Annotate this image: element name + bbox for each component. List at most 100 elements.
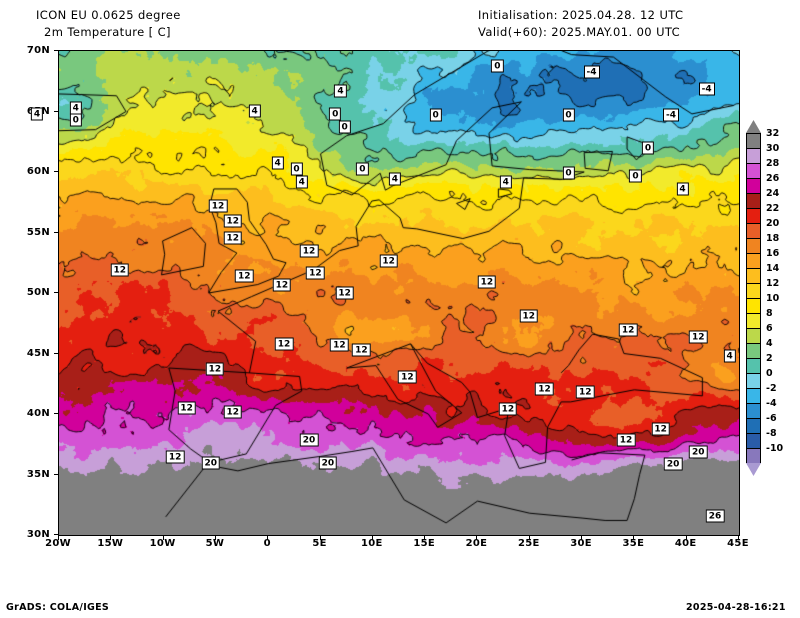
colorbar-band xyxy=(747,194,760,210)
lon-label: 30E xyxy=(570,538,592,549)
colorbar-top-arrow xyxy=(746,120,761,133)
colorbar-tick xyxy=(746,418,761,419)
contour-label: 12 xyxy=(477,275,497,289)
lon-tick xyxy=(581,535,583,540)
colorbar-tick xyxy=(746,268,761,269)
contour-label: 4 xyxy=(295,175,308,189)
contour-label: 0 xyxy=(641,141,655,155)
colorbar-tick xyxy=(746,388,761,389)
lon-label: 5W xyxy=(205,538,225,549)
lat-label: 30N xyxy=(26,529,50,540)
colorbar-band xyxy=(747,149,760,165)
contour-label: 12 xyxy=(330,338,349,352)
colorbar-band xyxy=(747,209,760,225)
colorbar-tick xyxy=(746,148,761,149)
colorbar-tick xyxy=(746,283,761,284)
contour-label: 12 xyxy=(306,266,325,280)
contour-label: -4 xyxy=(663,108,680,122)
colorbar-tick xyxy=(746,358,761,359)
colorbar-label: 0 xyxy=(766,368,773,379)
contour-label: 12 xyxy=(398,370,417,384)
colorbar-tick xyxy=(746,448,761,449)
lon-label: 20E xyxy=(465,538,488,549)
lon-tick xyxy=(319,535,321,540)
contour-label: 12 xyxy=(616,433,636,447)
contour-label: 12 xyxy=(223,214,242,228)
lat-tick xyxy=(54,473,59,475)
colorbar-tick xyxy=(746,238,761,239)
contour-label: 0 xyxy=(290,162,303,176)
grads-credit: GrADS: COLA/IGES xyxy=(6,602,110,613)
contour-label: 20 xyxy=(663,457,683,471)
lat-tick xyxy=(54,231,59,233)
contour-label: 4 xyxy=(676,182,689,196)
colorbar-tick xyxy=(746,373,761,374)
colorbar-band xyxy=(747,254,760,270)
contour-label: 20 xyxy=(318,456,338,470)
contour-label: 12 xyxy=(208,199,228,213)
contour-label: -4 xyxy=(698,82,715,96)
lon-tick xyxy=(214,535,216,540)
colorbar-label: 32 xyxy=(766,128,780,139)
lat-tick xyxy=(54,292,59,293)
contour-label: 4 xyxy=(388,172,401,186)
colorbar-band xyxy=(747,374,760,390)
contour-label: 4 xyxy=(271,156,284,170)
lat-label: 45N xyxy=(26,347,50,359)
lon-label: 0 xyxy=(263,538,271,549)
contour-label: 0 xyxy=(562,166,575,180)
colorbar-label: 14 xyxy=(766,263,780,274)
colorbar-band xyxy=(747,344,760,360)
lon-tick xyxy=(738,535,739,540)
contour-label: 12 xyxy=(575,385,595,399)
contour-label: 12 xyxy=(335,286,354,300)
temperature-map[interactable] xyxy=(58,50,740,536)
model-title: ICON EU 0.0625 degree xyxy=(36,8,181,22)
colorbar-label: 28 xyxy=(766,158,780,169)
colorbar-band xyxy=(747,359,760,375)
colorbar-band xyxy=(747,299,760,315)
colorbar-tick xyxy=(746,208,761,209)
colorbar-band xyxy=(747,389,760,405)
contour-label: 0 xyxy=(629,169,642,183)
lon-label: 10E xyxy=(361,538,383,549)
lon-label: 40E xyxy=(674,538,697,549)
colorbar-tick xyxy=(746,313,761,314)
lon-label: 45E xyxy=(727,538,749,549)
contour-label: 0 xyxy=(338,120,351,134)
colorbar-label: 16 xyxy=(766,248,780,259)
lat-tick xyxy=(54,50,59,51)
contour-label: 12 xyxy=(177,401,196,415)
lat-label: 55N xyxy=(26,226,50,238)
contour-label: 12 xyxy=(274,337,294,351)
lon-label: 25E xyxy=(517,538,540,549)
lat-tick xyxy=(54,352,59,354)
initialisation-label: Initialisation: 2025.04.28. 12 UTC xyxy=(478,8,684,22)
colorbar-tick xyxy=(746,163,761,164)
contour-label: 4 xyxy=(499,175,512,189)
colorbar-band xyxy=(747,449,760,465)
colorbar-tick xyxy=(746,343,761,344)
colorbar-band xyxy=(747,134,760,150)
lon-tick xyxy=(685,535,687,540)
contour-label: 12 xyxy=(688,330,708,344)
colorbar-label: 6 xyxy=(766,323,773,334)
lon-tick xyxy=(528,535,530,540)
contour-label: 0 xyxy=(429,108,442,122)
contour-label: 12 xyxy=(352,343,371,357)
contour-label: 12 xyxy=(535,382,554,396)
lat-label: 40N xyxy=(26,408,50,419)
variable-title: 2m Temperature [ C] xyxy=(44,25,171,39)
colorbar-tick xyxy=(746,433,761,434)
lon-tick xyxy=(424,535,426,540)
lat-label: 35N xyxy=(26,468,50,480)
lon-label: 15W xyxy=(97,538,124,549)
colorbar-label: 12 xyxy=(766,278,780,289)
valid-time-label: Valid(+60): 2025.MAY.01. 00 UTC xyxy=(478,25,681,39)
colorbar-band xyxy=(747,329,760,345)
colorbar-label: 24 xyxy=(766,188,780,199)
lon-tick xyxy=(58,535,59,540)
colorbar-band xyxy=(747,239,760,255)
colorbar-band xyxy=(747,434,760,450)
contour-label: 12 xyxy=(165,450,185,464)
